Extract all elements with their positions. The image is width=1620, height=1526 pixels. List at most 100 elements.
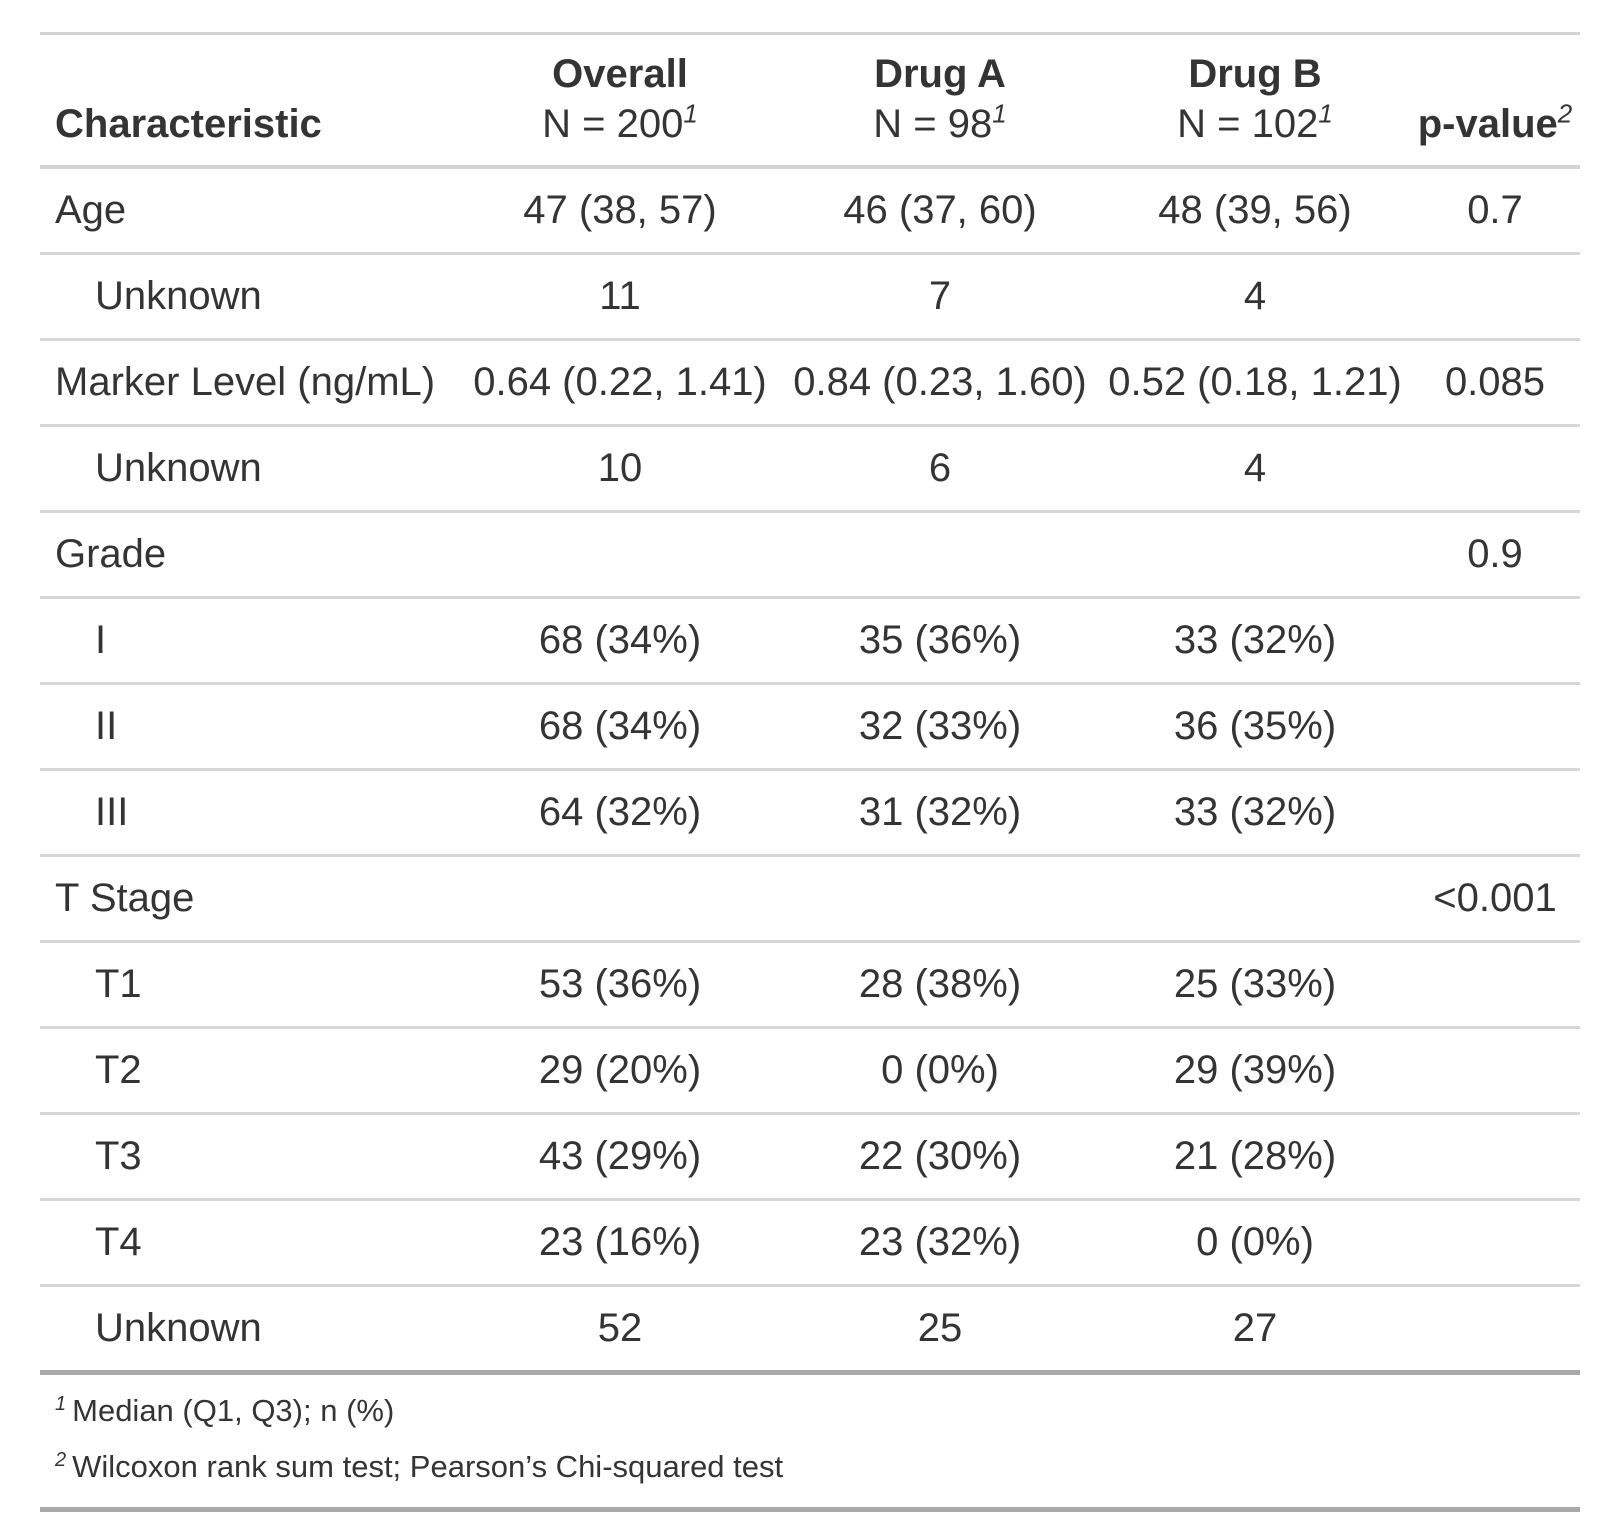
drug-a-cell: 0.84 (0.23, 1.60) xyxy=(780,339,1100,427)
column-label: Overall xyxy=(552,52,688,96)
column-header: p-value2 xyxy=(1410,32,1580,169)
drug-b-cell: 21 (28%) xyxy=(1100,1113,1410,1201)
drug-b-cell: 29 (39%) xyxy=(1100,1027,1410,1115)
header-row: Characteristic Overall N = 2001 Drug A N… xyxy=(40,32,1580,169)
drug-b-cell: 25 (33%) xyxy=(1100,941,1410,1029)
column-header: Drug A N = 981 xyxy=(780,32,1100,169)
drug-b-cell: 4 xyxy=(1100,253,1410,341)
footnote-number: 2 xyxy=(55,1448,67,1471)
p-value-cell: 0.085 xyxy=(1410,339,1580,427)
p-value-cell xyxy=(1410,683,1580,771)
characteristic-cell: T2 xyxy=(40,1027,460,1115)
table-row: Age 47 (38, 57) 46 (37, 60) 48 (39, 56) … xyxy=(40,167,1580,255)
column-header: Overall N = 2001 xyxy=(460,32,780,169)
overall-cell: 64 (32%) xyxy=(460,769,780,857)
p-value-cell xyxy=(1410,425,1580,513)
footnotes-block: 1 Median (Q1, Q3); n (%) 2 Wilcoxon rank s… xyxy=(40,1370,1580,1512)
drug-a-cell: 32 (33%) xyxy=(780,683,1100,771)
footnote-marker: 1 xyxy=(992,98,1007,129)
column-header: Drug B N = 1021 xyxy=(1100,32,1410,169)
characteristic-cell: T3 xyxy=(40,1113,460,1201)
p-value-cell xyxy=(1410,253,1580,341)
p-value-cell xyxy=(1410,769,1580,857)
overall-cell: 0.64 (0.22, 1.41) xyxy=(460,339,780,427)
table-row: I 68 (34%) 35 (36%) 33 (32%) xyxy=(40,597,1580,685)
characteristic-cell: Marker Level (ng/mL) xyxy=(40,339,460,427)
summary-table: Characteristic Overall N = 2001 Drug A N… xyxy=(40,32,1580,1370)
drug-b-cell: 27 xyxy=(1232,1306,1278,1350)
table-row: T1 53 (36%) 28 (38%) 25 (33%) xyxy=(40,941,1580,1029)
drug-a-cell: 23 (32%) xyxy=(780,1199,1100,1287)
overall-cell xyxy=(460,511,780,599)
footnote-number: 1 xyxy=(55,1392,67,1415)
drug-a-cell: 46 (37, 60) xyxy=(780,167,1100,255)
characteristic-cell: Age xyxy=(40,167,460,255)
column-n-label: N = 102 xyxy=(1177,102,1319,146)
characteristic-cell: T4 xyxy=(40,1199,460,1287)
drug-b-cell: 33 (32%) xyxy=(1100,769,1410,857)
drug-b-cell: 0.52 (0.18, 1.21) xyxy=(1100,339,1410,427)
drug-b-cell: 36 (35%) xyxy=(1100,683,1410,771)
table-row: T4 23 (16%) 23 (32%) 0 (0%) xyxy=(40,1199,1580,1287)
table-body: Age 47 (38, 57) 46 (37, 60) 48 (39, 56) … xyxy=(40,167,1580,1370)
p-value-cell xyxy=(1410,1113,1580,1201)
characteristic-cell: Grade xyxy=(40,511,460,599)
overall-cell: 23 (16%) xyxy=(460,1199,780,1287)
table-row: T2 29 (20%) 0 (0%) 29 (39%) xyxy=(40,1027,1580,1115)
table-row: Unknown 11 7 4 xyxy=(40,253,1580,341)
drug-b-cell: 48 (39, 56) xyxy=(1100,167,1410,255)
characteristic-cell: I xyxy=(40,597,460,685)
drug-b-cell: 0 (0%) xyxy=(1100,1199,1410,1287)
drug-b-cell: 4 xyxy=(1100,425,1410,513)
p-value-cell xyxy=(1410,597,1580,685)
footnote-text: Median (Q1, Q3); n (%) xyxy=(72,1393,395,1428)
overall-cell: 53 (36%) xyxy=(460,941,780,1029)
table-row: Unknown 10 6 4 xyxy=(40,425,1580,513)
overall-cell: 10 xyxy=(460,425,780,513)
footnote: 2 Wilcoxon rank sum test; Pearson’s Chi-s… xyxy=(55,1439,1580,1495)
overall-cell: 43 (29%) xyxy=(460,1113,780,1201)
p-value-cell: 0.9 xyxy=(1410,511,1580,599)
drug-a-cell: 7 xyxy=(780,253,1100,341)
column-n-label: N = 200 xyxy=(542,102,684,146)
overall-cell: 47 (38, 57) xyxy=(460,167,780,255)
footnote-marker: 1 xyxy=(683,98,698,129)
drug-b-cell: 33 (32%) xyxy=(1100,597,1410,685)
footnote-marker: 1 xyxy=(1318,98,1333,129)
column-label: p-value xyxy=(1417,102,1558,146)
table-row: II 68 (34%) 32 (33%) 36 (35%) xyxy=(40,683,1580,771)
overall-cell xyxy=(460,855,780,943)
drug-b-cell xyxy=(1100,511,1410,599)
column-header: Characteristic xyxy=(40,32,460,169)
table-row: Grade 0.9 xyxy=(40,511,1580,599)
drug-a-cell: 22 (30%) xyxy=(780,1113,1100,1201)
characteristic-cell: III xyxy=(40,769,460,857)
drug-a-cell: 28 (38%) xyxy=(780,941,1100,1029)
drug-a-cell: 0 (0%) xyxy=(780,1027,1100,1115)
p-value-cell: <0.001 xyxy=(1410,855,1580,943)
summary-table-container: Characteristic Overall N = 2001 Drug A N… xyxy=(40,32,1580,1512)
drug-a-cell: 35 (36%) xyxy=(780,597,1100,685)
overall-cell: 29 (20%) xyxy=(460,1027,780,1115)
column-n-label: N = 98 xyxy=(873,102,993,146)
p-value-cell: 0.7 xyxy=(1410,167,1580,255)
footnote-marker: 2 xyxy=(1557,98,1573,129)
p-value-cell xyxy=(1410,1027,1580,1115)
column-label: Characteristic xyxy=(55,102,322,146)
table-row: Marker Level (ng/mL) 0.64 (0.22, 1.41) 0… xyxy=(40,339,1580,427)
characteristic-cell: Unknown xyxy=(95,1306,262,1350)
table-row: Unknown 52 25 27 xyxy=(40,1286,1580,1371)
drug-b-cell xyxy=(1100,855,1410,943)
overall-cell: 68 (34%) xyxy=(460,597,780,685)
drug-a-cell: 6 xyxy=(780,425,1100,513)
drug-a-cell: 31 (32%) xyxy=(780,769,1100,857)
table-row: III 64 (32%) 31 (32%) 33 (32%) xyxy=(40,769,1580,857)
table-header: Characteristic Overall N = 2001 Drug A N… xyxy=(40,32,1580,169)
overall-cell: 11 xyxy=(460,253,780,341)
characteristic-cell: II xyxy=(40,683,460,771)
drug-a-cell xyxy=(780,855,1100,943)
drug-a-cell: 25 xyxy=(917,1306,963,1350)
p-value-cell xyxy=(1410,1286,1580,1371)
p-value-cell xyxy=(1410,941,1580,1029)
characteristic-cell: T Stage xyxy=(40,855,460,943)
